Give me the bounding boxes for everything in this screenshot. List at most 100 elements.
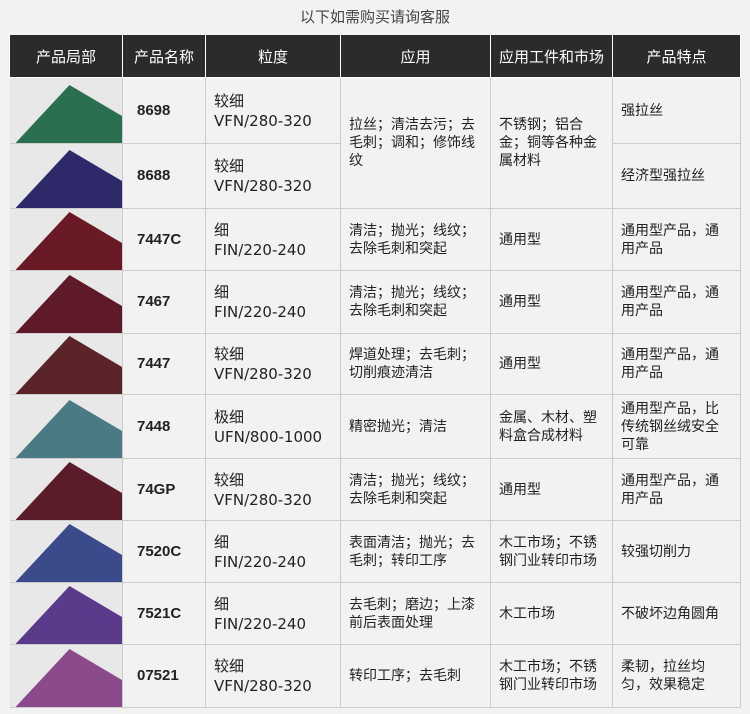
feature-cell: 通用型产品，通用产品 bbox=[612, 270, 741, 334]
market-cell: 通用型 bbox=[490, 333, 613, 395]
application-cell: 去毛刺；磨边；上漆前后表面处理 bbox=[340, 582, 491, 645]
application-cell: 清洁；抛光；线纹；去除毛刺和突起 bbox=[340, 458, 491, 521]
grit-grade: 较细 bbox=[214, 345, 245, 363]
grit-cell: 较细 VFN/280-320 bbox=[205, 644, 341, 708]
application-cell: 清洁；抛光；线纹；去除毛刺和突起 bbox=[340, 208, 491, 271]
column-header: 产品特点 bbox=[612, 35, 741, 78]
market-cell: 通用型 bbox=[490, 208, 613, 271]
product-swatch-image bbox=[15, 400, 122, 458]
feature-cell: 不破坏边角圆角 bbox=[612, 582, 741, 645]
product-swatch-cell bbox=[9, 644, 123, 708]
table-row: 7521C 细 FIN/220-240 去毛刺；磨边；上漆前后表面处理 木工市场 不破坏… bbox=[9, 582, 741, 645]
grit-grade: 较细 bbox=[214, 91, 245, 110]
market-cell: 木工市场 bbox=[490, 582, 613, 645]
product-name: 7447C bbox=[122, 208, 206, 271]
feature-cell: 强拉丝 bbox=[612, 77, 741, 144]
product-name: 8688 bbox=[122, 143, 206, 209]
table-row: 7447C 细 FIN/220-240 清洁；抛光；线纹；去除毛刺和突起 通用型 通用型… bbox=[9, 208, 741, 271]
product-name: 07521 bbox=[122, 644, 206, 708]
table-row: 8688 较细 VFN/280-320 经济型强拉丝 bbox=[9, 143, 741, 209]
market-cell: 通用型 bbox=[490, 270, 613, 334]
product-name: 7447 bbox=[122, 333, 206, 395]
product-name: 74GP bbox=[122, 458, 206, 521]
column-header: 产品局部 bbox=[9, 35, 123, 78]
grit-grade: 极细 bbox=[214, 407, 245, 426]
grit-grade: 细 bbox=[214, 283, 230, 301]
product-swatch-cell bbox=[9, 582, 123, 645]
grit-code: FIN/220-240 bbox=[214, 303, 306, 321]
column-header: 粒度 bbox=[205, 35, 341, 78]
grit-code: FIN/220-240 bbox=[214, 614, 306, 633]
grit-grade: 较细 bbox=[214, 470, 245, 489]
grit-grade: 细 bbox=[214, 220, 230, 239]
product-swatch-image bbox=[15, 524, 122, 582]
product-name: 7467 bbox=[122, 270, 206, 334]
table-row: 8698 较细 VFN/280-320 拉丝；清洁去污；去毛刺；调和；修饰线纹 不锈钢… bbox=[9, 77, 741, 209]
product-swatch-cell bbox=[9, 77, 123, 144]
grit-code: VFN/280-320 bbox=[214, 677, 312, 695]
grit-code: VFN/280-320 bbox=[214, 365, 312, 383]
application-cell: 焊道处理；去毛刺；切削痕迹清洁 bbox=[340, 333, 491, 395]
product-swatch-image bbox=[15, 336, 122, 394]
application-cell: 精密抛光；清洁 bbox=[340, 394, 491, 459]
grit-cell: 较细 VFN/280-320 bbox=[205, 333, 341, 395]
market-cell: 金属、木材、塑料盒合成材料 bbox=[490, 394, 613, 459]
grit-grade: 细 bbox=[214, 594, 230, 613]
market-cell: 通用型 bbox=[490, 458, 613, 521]
product-name: 8698 bbox=[122, 77, 206, 144]
feature-cell: 较强切削力 bbox=[612, 520, 741, 583]
grit-grade: 较细 bbox=[214, 157, 245, 175]
feature-cell: 通用型产品，通用产品 bbox=[612, 333, 741, 395]
product-name: 7448 bbox=[122, 394, 206, 459]
product-swatch-cell bbox=[9, 394, 123, 459]
grit-code: VFN/280-320 bbox=[214, 177, 312, 195]
table-row: 7520C 细 FIN/220-240 表面清洁；抛光；去毛刺；转印工序 木工市场；不… bbox=[9, 520, 741, 583]
grit-code: FIN/220-240 bbox=[214, 552, 306, 571]
column-header: 应用工件和市场 bbox=[490, 35, 613, 78]
product-swatch-cell bbox=[9, 458, 123, 521]
product-swatch-image bbox=[15, 462, 122, 520]
grit-code: VFN/280-320 bbox=[214, 490, 312, 509]
column-header: 产品名称 bbox=[122, 35, 206, 78]
column-header: 应用 bbox=[340, 35, 491, 78]
grit-grade: 较细 bbox=[214, 657, 245, 675]
feature-cell: 通用型产品，通用产品 bbox=[612, 208, 741, 271]
product-swatch-image bbox=[15, 275, 122, 333]
table-row: 74GP 较细 VFN/280-320 清洁；抛光；线纹；去除毛刺和突起 通用型 通用型… bbox=[9, 458, 741, 521]
product-swatch-cell bbox=[9, 143, 123, 209]
application-cell: 清洁；抛光；线纹；去除毛刺和突起 bbox=[340, 270, 491, 334]
application-cell: 拉丝；清洁去污；去毛刺；调和；修饰线纹 bbox=[340, 77, 491, 209]
product-swatch-image bbox=[15, 212, 122, 270]
market-cell: 木工市场；不锈钢门业转印市场 bbox=[490, 644, 613, 708]
table-row: 07521 较细 VFN/280-320 转印工序；去毛刺 木工市场；不锈钢门业转印市… bbox=[9, 644, 741, 708]
product-table: 产品局部 产品名称 粒度 应用 应用工件和市场 产品特点 8698 较细 VFN/280-3… bbox=[9, 35, 741, 708]
table-row: 7447 较细 VFN/280-320 焊道处理；去毛刺；切削痕迹清洁 通用型 通用型产… bbox=[9, 333, 741, 395]
table-row: 7467 细 FIN/220-240 清洁；抛光；线纹；去除毛刺和突起 通用型 通用型产… bbox=[9, 270, 741, 334]
product-swatch-image bbox=[15, 586, 122, 644]
product-name: 7520C bbox=[122, 520, 206, 583]
grit-cell: 较细 VFN/280-320 bbox=[205, 77, 341, 144]
product-swatch-cell bbox=[9, 270, 123, 334]
market-cell: 木工市场；不锈钢门业转印市场 bbox=[490, 520, 613, 583]
grit-code: UFN/800-1000 bbox=[214, 427, 323, 446]
product-swatch-cell bbox=[9, 333, 123, 395]
product-swatch-cell bbox=[9, 208, 123, 271]
grit-cell: 细 FIN/220-240 bbox=[205, 270, 341, 334]
grit-cell: 细 FIN/220-240 bbox=[205, 520, 341, 583]
product-swatch-image bbox=[15, 85, 122, 143]
grit-cell: 较细 VFN/280-320 bbox=[205, 458, 341, 521]
product-swatch-image bbox=[15, 150, 122, 208]
product-name: 7521C bbox=[122, 582, 206, 645]
application-cell: 转印工序；去毛刺 bbox=[340, 644, 491, 708]
feature-cell: 通用型产品，比传统钢丝绒安全可靠 bbox=[612, 394, 741, 459]
feature-cell: 柔韧，拉丝均匀，效果稳定 bbox=[612, 644, 741, 708]
feature-cell: 经济型强拉丝 bbox=[612, 143, 741, 209]
grit-code: VFN/280-320 bbox=[214, 111, 312, 130]
grit-cell: 细 FIN/220-240 bbox=[205, 208, 341, 271]
grit-grade: 细 bbox=[214, 532, 230, 551]
product-swatch-image bbox=[15, 649, 122, 707]
table-row: 7448 极细 UFN/800-1000 精密抛光；清洁 金属、木材、塑料盒合成材料通… bbox=[9, 394, 741, 459]
product-swatch-cell bbox=[9, 520, 123, 583]
grit-cell: 较细 VFN/280-320 bbox=[205, 143, 341, 209]
grit-code: FIN/220-240 bbox=[214, 240, 306, 259]
